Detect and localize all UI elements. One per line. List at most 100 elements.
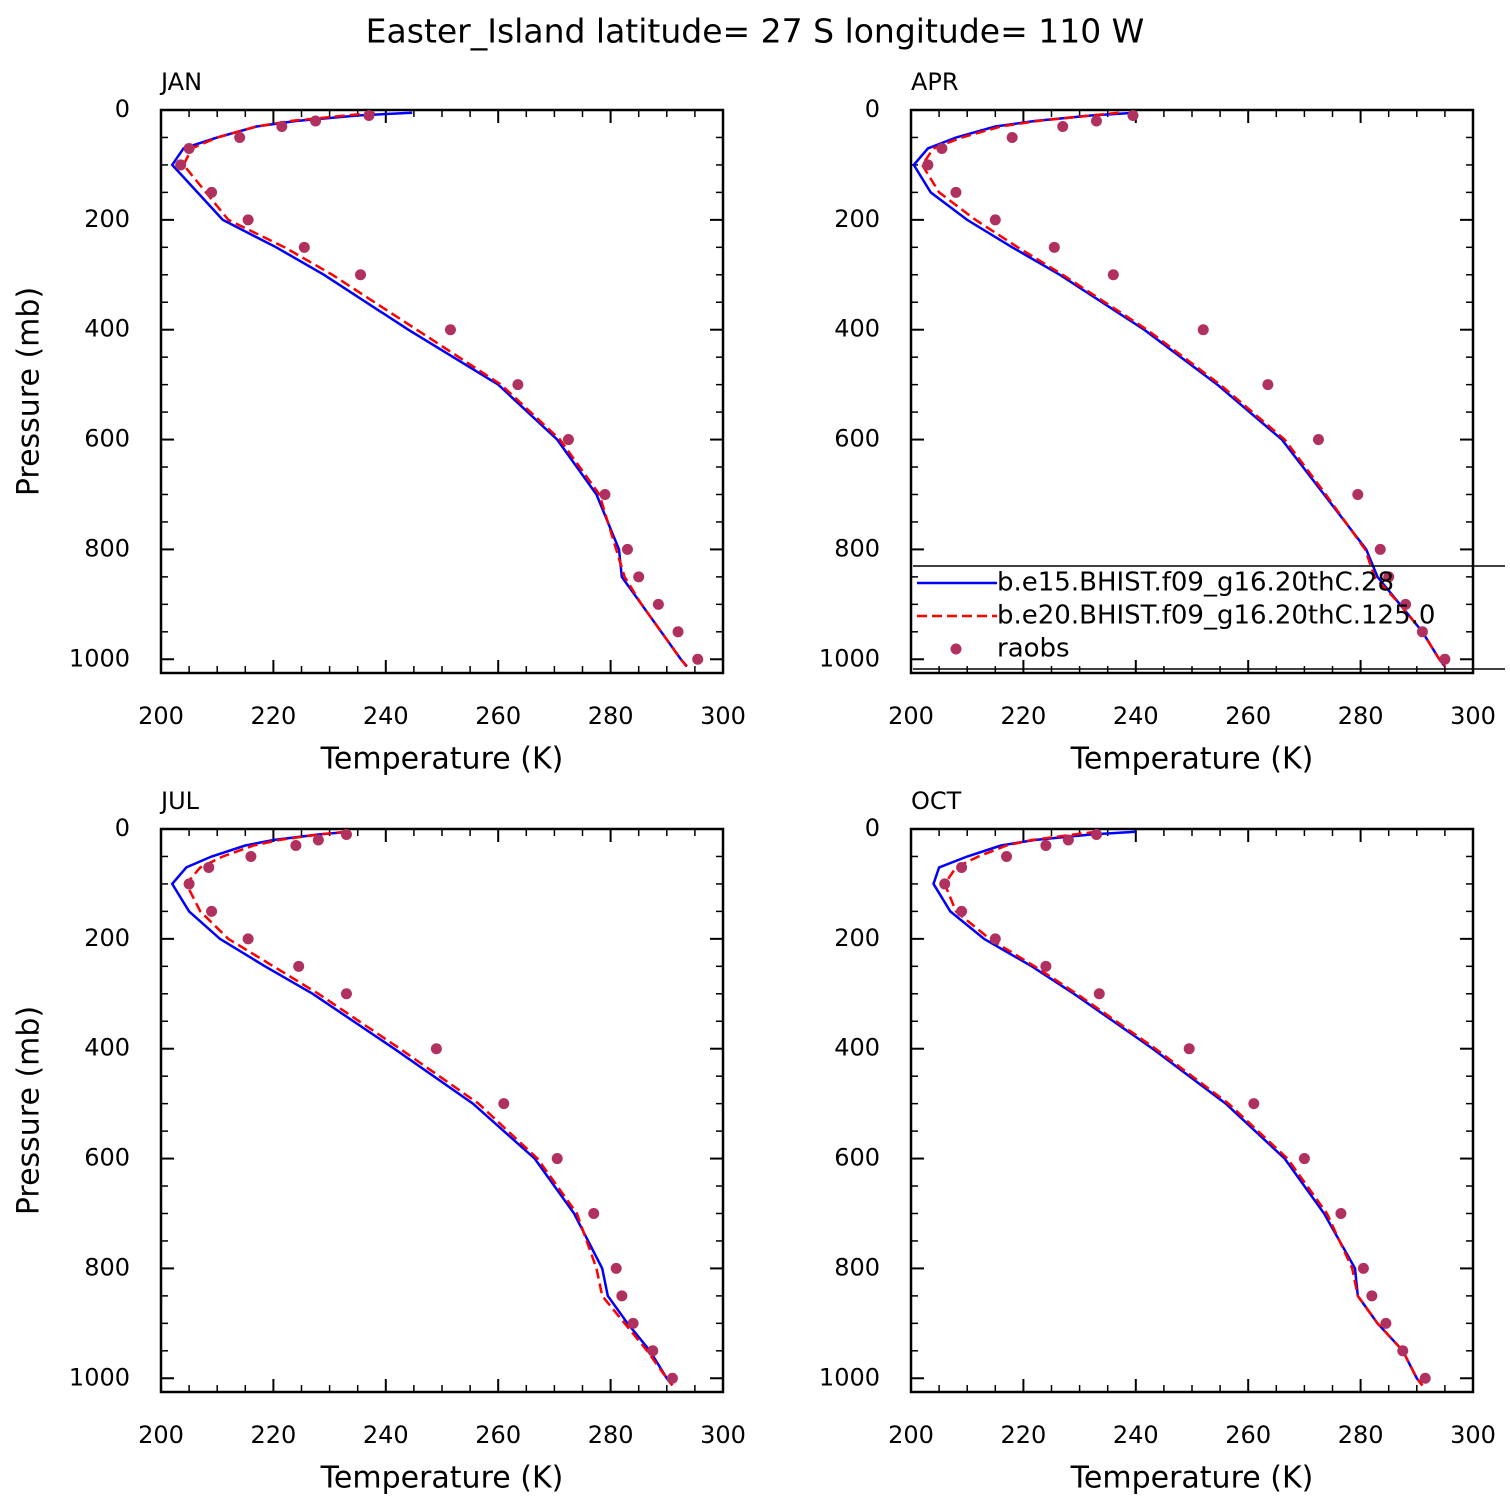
raob-point [956, 861, 968, 873]
panel-title: APR [911, 68, 959, 96]
y-tick-label: 1000 [819, 1363, 880, 1391]
y-tick-label: 600 [84, 1144, 130, 1172]
raob-point [242, 933, 254, 945]
profile-line [932, 830, 1424, 1387]
y-tick-label: 800 [834, 534, 880, 562]
y-tick-label: 1000 [69, 644, 130, 672]
raob-point [498, 1098, 510, 1110]
y-tick-label: 200 [834, 924, 880, 952]
y-tick-label: 400 [84, 1034, 130, 1062]
panel-title: OCT [911, 787, 962, 815]
x-tick-label: 200 [888, 702, 934, 730]
panel-title: JUL [159, 787, 200, 815]
raob-point [599, 488, 611, 500]
raob-point [610, 1262, 622, 1274]
raob-point [1062, 834, 1074, 846]
x-tick-label: 220 [1000, 702, 1046, 730]
raob-point [206, 905, 218, 917]
x-tick-label: 280 [1338, 702, 1384, 730]
profile-line [182, 111, 688, 668]
x-tick-label: 220 [250, 1421, 296, 1449]
profile-line [184, 830, 674, 1387]
raob-point [1298, 1153, 1310, 1165]
profile-line [943, 830, 1424, 1387]
raob-point [956, 905, 968, 917]
raob-point [1090, 828, 1102, 840]
raob-point [1248, 1098, 1260, 1110]
raob-point [1040, 960, 1052, 972]
y-tick-label: 800 [84, 1253, 130, 1281]
raob-point [1048, 241, 1060, 253]
x-axis-label: Temperature (K) [320, 1461, 564, 1496]
raob-point [1400, 598, 1412, 610]
plot-frame [159, 108, 725, 675]
raob-point [692, 653, 704, 665]
y-tick-label: 200 [84, 205, 130, 233]
raob-point [1439, 653, 1451, 665]
y-tick-label: 600 [84, 425, 130, 453]
raob-point [206, 186, 218, 198]
x-tick-label: 300 [700, 1421, 746, 1449]
raob-point [276, 120, 288, 132]
x-tick-label: 200 [138, 1421, 184, 1449]
raob-point [621, 543, 633, 555]
y-tick-label: 400 [834, 315, 880, 343]
y-tick-label: 800 [84, 534, 130, 562]
raob-point [1090, 115, 1102, 127]
raob-point [1419, 1372, 1431, 1384]
raob-point [1380, 1317, 1392, 1329]
x-tick-label: 200 [888, 1421, 934, 1449]
raob-point [989, 933, 1001, 945]
raob-point [1057, 120, 1069, 132]
raob-point [242, 214, 254, 226]
legend-label: b.e20.BHIST.f09_g16.20thC.125.0 [997, 601, 1435, 631]
x-tick-label: 280 [588, 1421, 634, 1449]
raob-point [1335, 1207, 1347, 1219]
legend-label: b.e15.BHIST.f09_g16.20thC.28 [997, 568, 1394, 598]
x-tick-label: 300 [700, 702, 746, 730]
x-tick-label: 300 [1450, 1421, 1496, 1449]
raob-point [175, 159, 187, 171]
x-tick-label: 300 [1450, 702, 1496, 730]
figure-title: Easter_Island latitude= 27 S longitude= … [366, 12, 1145, 51]
raob-point [444, 324, 456, 336]
profile-line [170, 830, 674, 1387]
y-axis-label: Pressure (mb) [12, 287, 47, 496]
raob-point [1093, 988, 1105, 1000]
y-tick-label: 600 [834, 425, 880, 453]
raob-point [616, 1290, 628, 1302]
x-tick-label: 220 [1000, 1421, 1046, 1449]
raob-point [1040, 839, 1052, 851]
raob-point [627, 1317, 639, 1329]
x-tick-label: 200 [138, 702, 184, 730]
raob-point [1383, 571, 1395, 583]
raob-point [512, 379, 524, 391]
raob-point [340, 988, 352, 1000]
raob-point [1107, 269, 1119, 281]
y-tick-label: 200 [834, 205, 880, 233]
profile-line [920, 111, 1446, 668]
y-tick-label: 0 [115, 95, 130, 123]
y-tick-label: 400 [84, 315, 130, 343]
raob-point [310, 115, 322, 127]
raob-point [551, 1153, 563, 1165]
raob-point [203, 861, 215, 873]
raob-point [588, 1207, 600, 1219]
x-axis-label: Temperature (K) [1070, 742, 1314, 777]
raob-point [183, 878, 195, 890]
raob-point [1357, 1262, 1369, 1274]
raob-point [672, 626, 684, 638]
legend-label: raobs [997, 634, 1070, 664]
legend-marker [950, 643, 962, 655]
y-tick-label: 0 [115, 814, 130, 842]
x-tick-label: 280 [588, 702, 634, 730]
raob-point [355, 269, 367, 281]
profile-line [170, 111, 688, 668]
x-axis-label: Temperature (K) [320, 742, 564, 777]
raob-point [312, 834, 324, 846]
x-tick-label: 260 [475, 1421, 521, 1449]
raob-point [293, 960, 305, 972]
raob-point [922, 159, 934, 171]
raob-point [1416, 626, 1428, 638]
